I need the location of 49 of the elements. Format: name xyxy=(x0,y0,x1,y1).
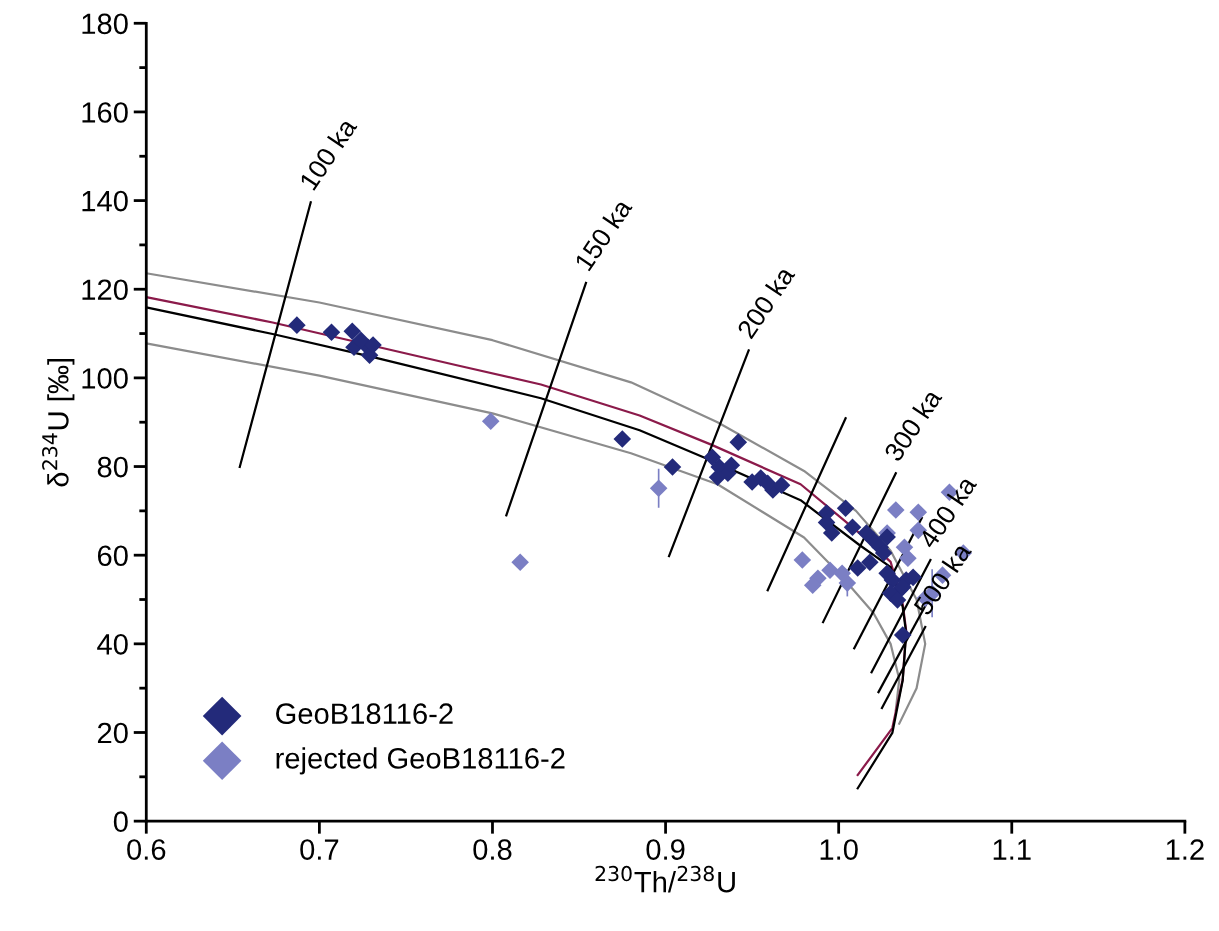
point xyxy=(887,501,905,519)
annotation: 300 ka xyxy=(882,386,943,463)
point xyxy=(343,322,362,341)
point xyxy=(793,551,812,569)
point xyxy=(848,559,867,577)
point xyxy=(899,549,917,568)
point xyxy=(878,528,896,546)
point xyxy=(613,430,632,448)
point xyxy=(821,561,839,580)
y-tick-label: 80 xyxy=(97,456,128,478)
y-tick-label: 0 xyxy=(113,811,128,832)
x-tick-label: 0.7 xyxy=(300,839,339,860)
x-tick-label: 0.6 xyxy=(127,839,166,860)
point xyxy=(481,412,500,431)
x-tick-label: 1.1 xyxy=(993,839,1031,860)
y-tick-label: 120 xyxy=(82,279,128,301)
y-tick-label: 180 xyxy=(82,13,128,35)
annotation: 100 ka xyxy=(298,115,358,191)
point xyxy=(836,499,855,517)
legend-label: rejected GeoB18116-2 xyxy=(276,747,565,775)
x-axis-title: $^{230}$Th/$^{238}$U xyxy=(595,865,735,893)
y-tick-label: 20 xyxy=(97,722,128,744)
x-tick-label: 1.0 xyxy=(820,839,858,860)
legend-label: GeoB18116-2 xyxy=(276,703,453,725)
point xyxy=(895,538,914,556)
point xyxy=(649,479,668,498)
point xyxy=(861,553,879,572)
y-tick-label: 100 xyxy=(82,368,128,389)
y-tick-label: 40 xyxy=(97,634,128,655)
point xyxy=(833,564,851,583)
x-tick-label: 0.9 xyxy=(646,839,685,860)
point xyxy=(822,524,841,542)
point xyxy=(857,524,876,542)
point xyxy=(663,458,682,476)
point xyxy=(893,626,912,644)
point xyxy=(703,448,722,467)
y-tick-label: 140 xyxy=(82,190,128,212)
y-axis-title: δ$^{234}$U [‰] xyxy=(42,358,75,487)
point xyxy=(511,553,529,572)
x-tick-label: 1.2 xyxy=(1166,839,1204,860)
y-tick-label: 60 xyxy=(97,545,128,567)
point xyxy=(322,323,341,342)
y-tick-label: 160 xyxy=(82,102,128,123)
annotation: 200 ka xyxy=(735,264,796,340)
point xyxy=(729,433,748,451)
point xyxy=(843,518,862,537)
point xyxy=(288,316,306,334)
x-tick-label: 0.8 xyxy=(473,839,512,860)
annotation: 150 ka xyxy=(573,196,633,272)
